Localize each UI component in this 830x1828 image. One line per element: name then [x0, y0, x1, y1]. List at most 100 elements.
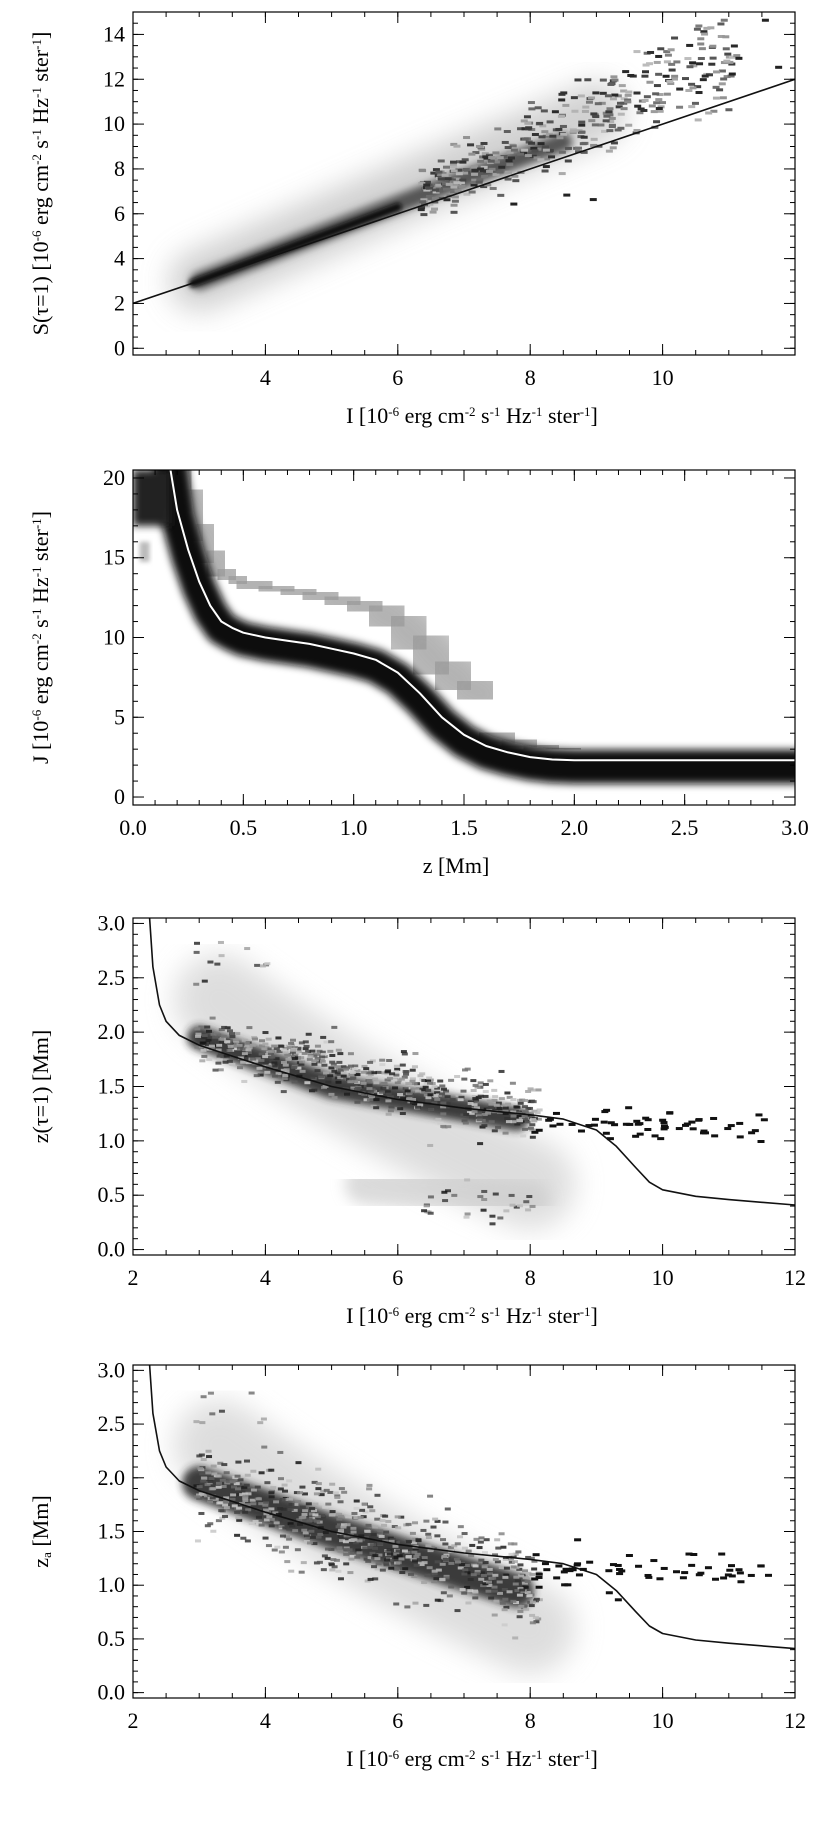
scatter-dash	[451, 183, 459, 187]
scatter-dash	[354, 1100, 361, 1104]
scatter-dash	[503, 1573, 510, 1577]
scatter-dash	[366, 1075, 373, 1079]
scatter-dash	[365, 1559, 372, 1563]
scatter-dash	[311, 1054, 318, 1058]
scatter-dash	[434, 1534, 441, 1538]
scatter-dash	[423, 183, 431, 187]
scatter-dash	[371, 1565, 378, 1569]
scatter-dash	[337, 1500, 344, 1504]
scatter-dash	[737, 1580, 745, 1584]
scatter-dash	[520, 119, 528, 123]
scatter-dash	[437, 196, 445, 200]
scatter-dash	[388, 1105, 395, 1109]
scatter-dash	[335, 1048, 342, 1052]
scatter-dash	[443, 1576, 450, 1580]
scatter-dash	[230, 1044, 237, 1048]
scatter-dash	[708, 62, 716, 66]
axis-label-part: -1	[29, 129, 44, 140]
scatter-dash	[217, 1501, 224, 1505]
scatter-dash	[548, 155, 556, 159]
scatter-dash	[405, 1554, 412, 1558]
x-tick-label: 12	[784, 1708, 806, 1733]
scatter-dash	[526, 1594, 533, 1598]
scatter-dash	[320, 1052, 327, 1056]
scatter-dash	[379, 1063, 386, 1067]
scatter-dash	[298, 1570, 305, 1574]
scatter-dash	[273, 1500, 280, 1504]
scatter-dash	[427, 1143, 434, 1147]
scatter-dash	[314, 1519, 321, 1523]
scatter-dash	[568, 1122, 576, 1126]
scatter-dash	[541, 145, 549, 149]
scatter-dash	[296, 1074, 303, 1078]
scatter-dash	[421, 1580, 428, 1584]
scatter-dash	[516, 1204, 523, 1208]
scatter-dash	[352, 1541, 359, 1545]
scatter-dash	[305, 1502, 312, 1506]
scatter-dash	[412, 1601, 419, 1605]
scatter-dash	[592, 91, 600, 95]
axis-label-part: -1	[29, 566, 44, 577]
scatter-dash	[375, 1562, 382, 1566]
scatter-dash	[478, 1536, 485, 1540]
scatter-dash	[244, 1473, 251, 1477]
scatter-dash	[273, 1057, 280, 1061]
scatter-dash	[328, 1563, 335, 1567]
scatter-dash	[656, 1577, 664, 1581]
scatter-dash	[574, 146, 582, 150]
scatter-dash	[492, 1095, 499, 1099]
scatter-dash	[220, 1484, 227, 1488]
scatter-dash	[458, 1095, 465, 1099]
scatter-dash	[337, 1577, 344, 1581]
scatter-dash	[751, 1129, 759, 1133]
scatter-dash	[667, 82, 675, 86]
scatter-dash	[724, 1573, 732, 1577]
scatter-dash	[215, 1474, 222, 1478]
scatter-dash	[360, 1081, 367, 1085]
scatter-dash	[488, 1120, 495, 1124]
scatter-dash	[384, 1090, 391, 1094]
scatter-dash	[265, 1037, 272, 1041]
scatter-dash	[331, 1025, 338, 1029]
scatter-dash	[405, 1082, 412, 1086]
scatter-dash	[244, 1503, 251, 1507]
scatter-dash	[434, 1086, 441, 1090]
scatter-dash	[379, 1090, 386, 1094]
scatter-dash	[487, 1106, 494, 1110]
scatter-dash	[425, 1532, 432, 1536]
scatter-dash	[491, 1129, 498, 1133]
y-tick-label: 0	[114, 784, 125, 809]
scatter-dash	[524, 1591, 531, 1595]
scatter-dash	[200, 1479, 207, 1483]
scatter-dash	[307, 1541, 314, 1545]
axis-label-part: -1	[29, 87, 44, 98]
scatter-dash	[369, 1551, 376, 1555]
scatter-dash	[681, 1571, 689, 1575]
scatter-dash	[350, 1087, 357, 1091]
scatter-dash	[393, 1555, 400, 1559]
scatter-dash	[485, 1589, 492, 1593]
x-tick-label: 8	[525, 1265, 536, 1290]
scatter-dash	[426, 186, 434, 190]
scatter-dash	[319, 1515, 326, 1519]
scatter-dash	[324, 1556, 331, 1560]
scatter-dash	[722, 47, 730, 51]
x-tick-label: 8	[525, 1708, 536, 1733]
scatter-dash	[505, 159, 513, 163]
scatter-dash	[487, 1572, 494, 1576]
scatter-dash	[365, 1071, 372, 1075]
scatter-dash	[287, 1522, 294, 1526]
scatter-dash	[198, 1511, 205, 1515]
scatter-dash	[510, 1120, 517, 1124]
scatter-dash	[657, 105, 665, 109]
scatter-dash	[653, 101, 661, 105]
scatter-dash	[229, 1062, 236, 1066]
y-tick-label: 2.0	[98, 1465, 126, 1490]
scatter-dash	[357, 1516, 364, 1520]
scatter-dash	[609, 146, 617, 150]
scatter-dash	[486, 1580, 493, 1584]
scatter-dash	[258, 1502, 265, 1506]
scatter-dash	[315, 1482, 322, 1486]
scatter-dash	[386, 1058, 393, 1062]
scatter-dash	[531, 1119, 538, 1123]
